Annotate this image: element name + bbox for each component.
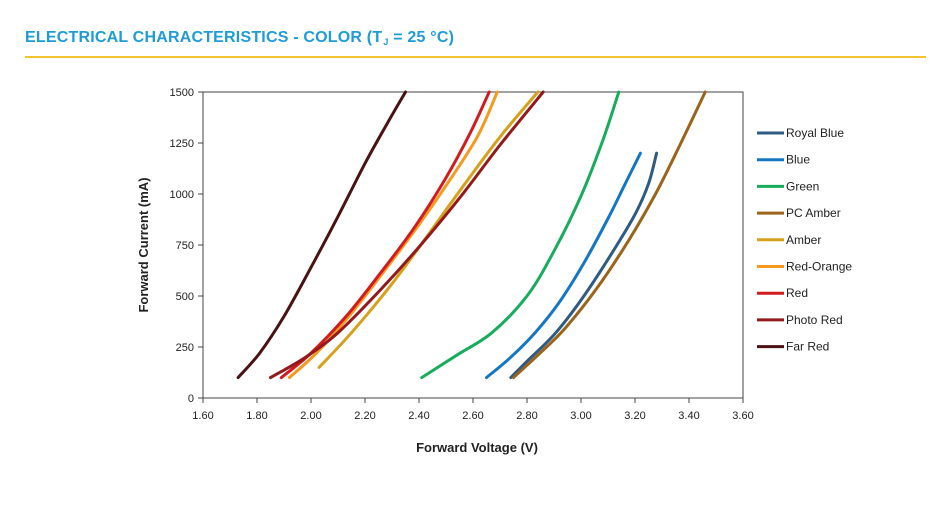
series-line-amber [317, 90, 540, 369]
x-tick-label: 2.20 [354, 410, 375, 422]
x-tick-label: 3.20 [624, 410, 645, 422]
series-lines [236, 90, 707, 380]
x-tick-label: 2.60 [462, 410, 483, 422]
y-tick-label: 750 [176, 240, 194, 252]
y-tick-label: 0 [188, 393, 194, 405]
legend: Royal Blue Blue Green PC Amber Amber Red-Oran… [757, 126, 852, 354]
plot-area [202, 91, 744, 399]
series-line-far-red [236, 90, 407, 380]
x-tick-label: 2.40 [408, 410, 429, 422]
section-title-subscript: J [383, 37, 389, 47]
series-line-blue [485, 151, 642, 380]
series-line-green [420, 90, 621, 380]
x-tick-label: 2.00 [300, 410, 321, 422]
y-tick-label: 500 [176, 291, 194, 303]
legend-label-photo-red: Photo Red [786, 313, 843, 327]
y-tick-label: 1500 [170, 87, 194, 99]
section-title-tail: = 25 °C) [388, 29, 455, 46]
legend-label-royal-blue: Royal Blue [786, 126, 844, 140]
legend-label-red: Red [786, 286, 808, 300]
legend-label-red-orange: Red-Orange [786, 260, 852, 274]
y-tick-label: 1250 [170, 138, 194, 150]
x-tick-label: 1.80 [246, 410, 267, 422]
legend-label-far-red: Far Red [786, 340, 829, 354]
axis-ticks: 1.60 1.80 2.00 2.20 2.40 2.60 2.80 3.00 3.20 3.40… [170, 87, 754, 422]
legend-label-pc-amber: PC Amber [786, 206, 841, 220]
series-line-photo-red [269, 90, 545, 380]
x-tick-label: 1.60 [192, 410, 213, 422]
x-tick-label: 3.40 [678, 410, 699, 422]
x-tick-label: 3.00 [570, 410, 591, 422]
y-tick-label: 250 [176, 342, 194, 354]
section-title-main: ELECTRICAL CHARACTERISTICS - COLOR (T [25, 29, 383, 46]
series-line-pc-amber [512, 90, 707, 380]
x-axis-title: Forward Voltage (V) [416, 440, 538, 455]
y-tick-label: 1000 [170, 189, 194, 201]
legend-label-amber: Amber [786, 233, 821, 247]
legend-label-blue: Blue [786, 153, 810, 167]
section-title: ELECTRICAL CHARACTERISTICS - COLOR (TJ =… [25, 29, 454, 47]
legend-label-green: Green [786, 179, 819, 193]
series-line-royal-blue [509, 151, 659, 380]
x-tick-label: 3.60 [732, 410, 753, 422]
series-line-red-orange [287, 90, 499, 380]
y-axis-title: Forward Current (mA) [136, 177, 151, 312]
title-divider [25, 56, 926, 58]
x-tick-label: 2.80 [516, 410, 537, 422]
